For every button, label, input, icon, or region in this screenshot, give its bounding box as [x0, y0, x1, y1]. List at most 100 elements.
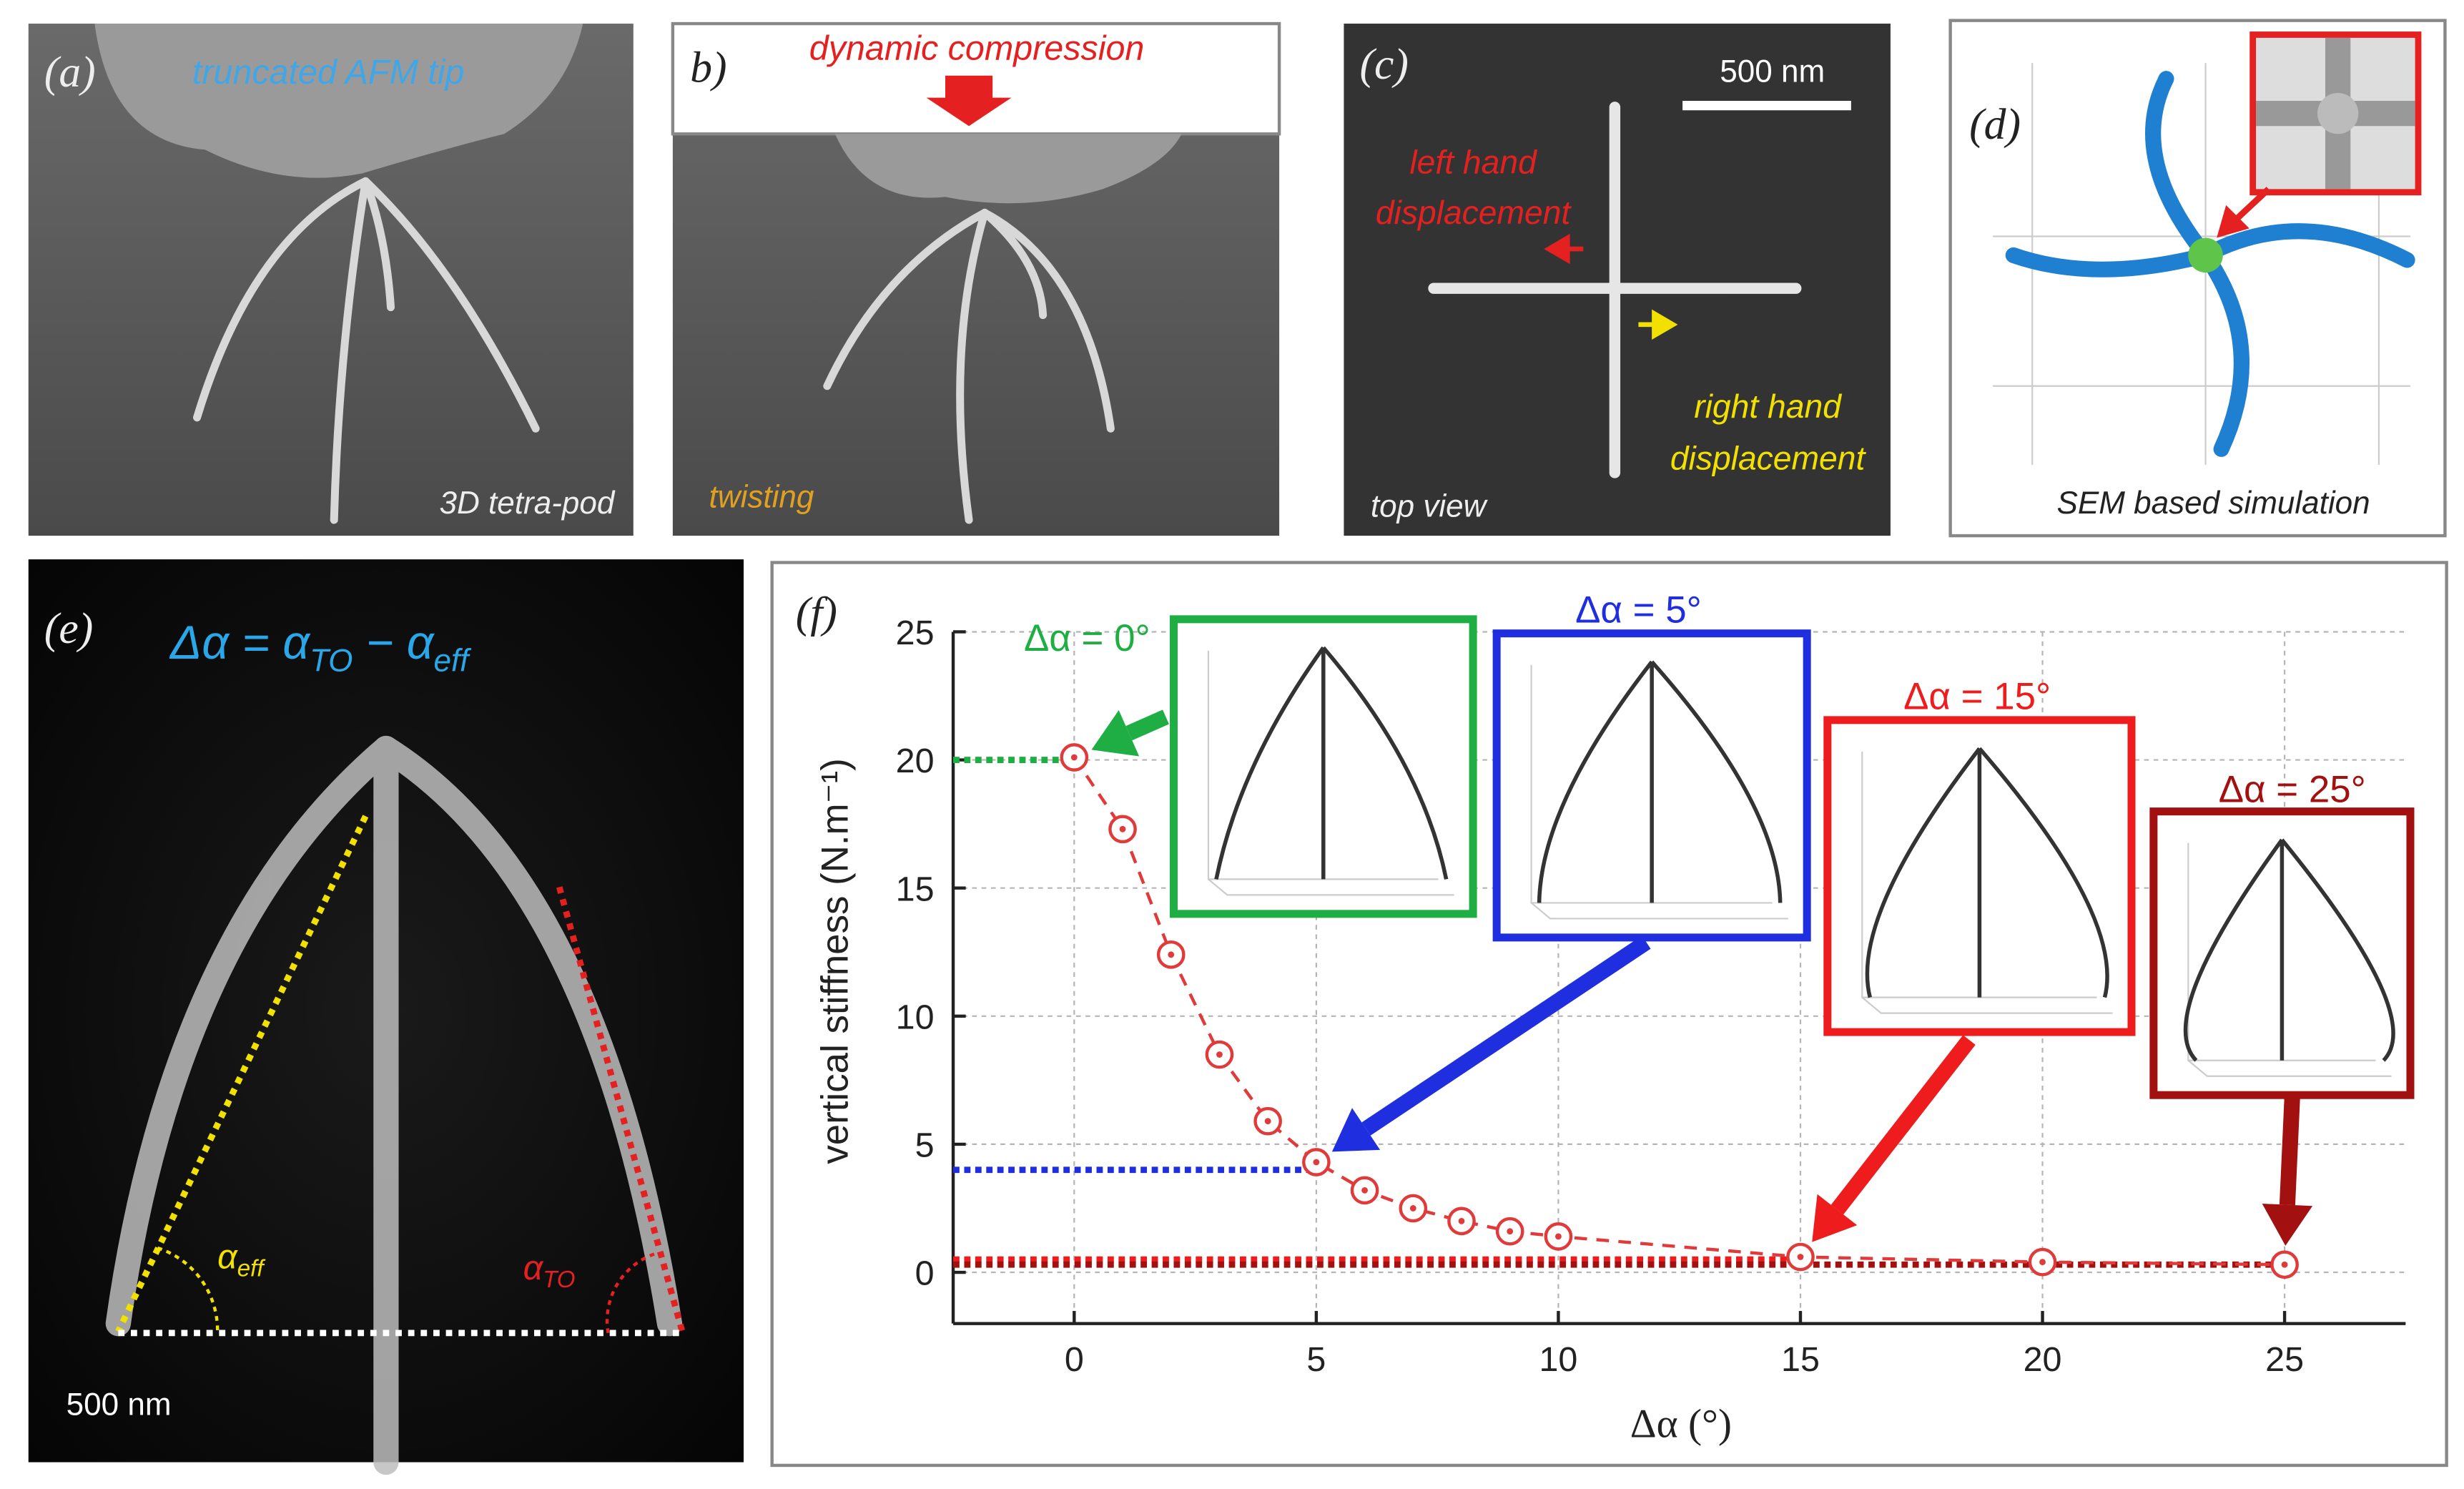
panel-label: (e) [44, 604, 93, 653]
inset-tripod [1865, 747, 2109, 998]
data-point-dot [1216, 1051, 1223, 1058]
pointer-head [1812, 1194, 1858, 1242]
panel-c: (c) 500 nm left hand displacement right … [1344, 24, 1891, 536]
y-axis-label: vertical stiffness (N.m⁻¹) [814, 758, 856, 1164]
x-axis-label: Δα (°) [1630, 1401, 1732, 1446]
data-point-dot [1264, 1118, 1271, 1125]
panel-label: (d) [1969, 100, 2021, 149]
alpha-sub: TO [543, 1267, 575, 1293]
trend-line [1073, 756, 2285, 1267]
x-tick-label: 20 [2024, 1340, 2062, 1379]
x-tick-label: 15 [1781, 1340, 1820, 1379]
y-tick-label: 5 [915, 1126, 935, 1165]
angle-arc [605, 1251, 659, 1334]
data-point-dot [1797, 1254, 1804, 1260]
eq-part: Δα = α [169, 616, 311, 669]
eq-part: − α [353, 616, 435, 669]
panel-a: (a) truncated AFM tip 3D tetra-pod [28, 24, 634, 536]
alpha-sub: eff [237, 1256, 267, 1282]
scale-bar [1682, 101, 1851, 111]
panel-label: (c) [1359, 40, 1408, 89]
data-point-dot [1313, 1159, 1320, 1166]
pointer-arrow [1830, 1035, 1976, 1215]
inset-tripod [1537, 660, 1783, 903]
caption: displacement [1670, 440, 1867, 477]
data-point-dot [1119, 825, 1126, 832]
inset-axes [2187, 842, 2392, 1077]
x-tick-label: 0 [1065, 1340, 1084, 1379]
data-point-dot [1070, 754, 1078, 761]
center-node [2188, 237, 2223, 273]
alpha: α [217, 1238, 238, 1277]
data-point-dot [2281, 1261, 2288, 1268]
pointer-arrow [1361, 935, 1651, 1136]
x-tick-label: 25 [2265, 1340, 2304, 1379]
pointer-head [2262, 1204, 2313, 1246]
panel-label: b) [690, 44, 726, 92]
eq-sub: TO [310, 644, 353, 679]
panel-d: (d) SEM based simulation [1948, 19, 2447, 538]
inset: Δα = 15° [1812, 675, 2136, 1242]
data-point-dot [1361, 1186, 1368, 1194]
tetrapod-top [1428, 102, 1802, 478]
panel-label: (a) [44, 48, 96, 97]
x-tick-label: 10 [1539, 1340, 1577, 1379]
caption: right hand [1694, 388, 1842, 425]
panel-label: (f) [796, 589, 837, 637]
y-tick-label: 0 [915, 1254, 935, 1293]
inset: Δα = 25° [2149, 768, 2415, 1246]
simulated-tetrapod [2005, 71, 2415, 457]
tetrapod-side [105, 735, 683, 1475]
angle-label: αeff [217, 1238, 266, 1282]
y-tick-label: 15 [896, 870, 935, 908]
y-tick-label: 25 [896, 614, 935, 652]
x-tick-label: 5 [1306, 1340, 1326, 1379]
pointer-head [1091, 709, 1140, 757]
arrow-left [1544, 233, 1584, 265]
caption: left hand [1409, 143, 1537, 180]
tetrapod [193, 177, 540, 524]
y-tick-label: 20 [896, 742, 935, 780]
caption: SEM based simulation [2056, 486, 2370, 521]
data-point-dot [1507, 1228, 1514, 1235]
panel-e: (e) Δα = αTO − αeff αeff αTO 500 nm [28, 559, 744, 1475]
data-point-dot [1409, 1205, 1416, 1212]
y-tick-label: 10 [896, 998, 935, 1036]
inset-label: Δα = 0° [1024, 617, 1150, 659]
zoom-arrow [2217, 187, 2271, 238]
zoom-node [2317, 92, 2359, 134]
caption: displacement [1376, 194, 1572, 231]
afm-tip [834, 134, 1182, 204]
caption: 3D tetra-pod [440, 486, 616, 521]
panel-b: b) dynamic compression twisting [671, 21, 1281, 536]
afm-tip [94, 24, 583, 178]
pointer-arrow [2279, 1098, 2300, 1206]
data-point-dot [2039, 1259, 2046, 1266]
inset-axes [1861, 751, 2113, 1014]
alpha: α [523, 1249, 544, 1287]
scale-label: 500 nm [1720, 54, 1825, 89]
angle-label: αTO [523, 1249, 576, 1293]
data-point-dot [1555, 1233, 1562, 1240]
arrow-down [926, 75, 1012, 127]
inset-axes [1207, 650, 1454, 896]
guide-to [556, 886, 686, 1332]
inset: Δα = 5° [1331, 589, 1811, 1152]
equation: Δα = αTO − αeff [169, 616, 472, 679]
caption: twisting [709, 479, 814, 514]
inset-axes [1530, 664, 1788, 920]
inset: Δα = 0° [1024, 615, 1477, 918]
inset-tripod [1214, 646, 1449, 880]
inset-label: Δα = 5° [1575, 589, 1702, 631]
inset-tripod [2183, 838, 2395, 1062]
chart: 0 5 10 15 20 25 0 5 10 15 20 25 Δα = 0° Δα = 5° Δα = 1… [896, 589, 2415, 1379]
caption: dynamic compression [809, 29, 1145, 68]
pointer-arrow [1125, 709, 1169, 741]
eq-sub: eff [433, 644, 472, 679]
pointer-head [1331, 1108, 1381, 1152]
caption: truncated AFM tip [192, 53, 465, 92]
data-point-dot [1458, 1217, 1465, 1224]
inset-label: Δα = 25° [2219, 768, 2366, 810]
inset-label: Δα = 15° [1903, 675, 2051, 717]
